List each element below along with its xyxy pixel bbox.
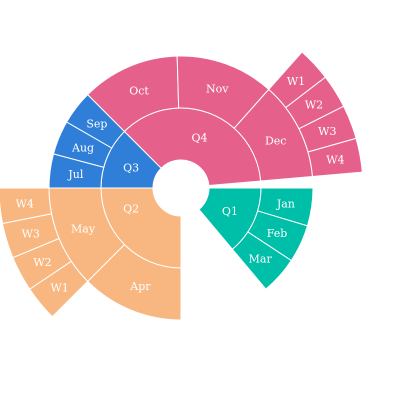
month-may-label: May (71, 223, 96, 236)
quarter-q4-label: Q4 (191, 131, 207, 144)
month-mar-segment[interactable] (231, 231, 292, 290)
quarter-q1-label: Q1 (222, 205, 238, 218)
month-oct-label: Oct (129, 85, 149, 98)
month-sep-label: Sep (86, 117, 107, 130)
week-dec-w4-label: W4 (326, 154, 344, 167)
month-feb-label: Feb (267, 227, 288, 240)
month-jul-label: Jul (67, 168, 83, 181)
week-dec-w4-segment[interactable] (307, 137, 363, 178)
month-aug-label: Aug (71, 141, 94, 154)
month-dec-label: Dec (265, 134, 287, 147)
month-apr-label: Apr (129, 280, 151, 293)
month-nov-label: Nov (206, 82, 229, 95)
week-dec-w3-label: W3 (318, 125, 336, 138)
week-dec-w2-label: W2 (305, 99, 323, 112)
week-may-w4-label: W4 (16, 197, 34, 210)
week-may-w2-label: W2 (33, 256, 51, 269)
quarter-q3-label: Q3 (123, 161, 139, 174)
week-may-w3-label: W3 (22, 228, 40, 241)
month-jan-label: Jan (276, 197, 295, 210)
quarter-q2-label: Q2 (123, 203, 139, 216)
week-may-w1-label: W1 (50, 282, 68, 295)
week-dec-w1-label: W1 (287, 75, 305, 88)
month-mar-label: Mar (249, 252, 273, 265)
